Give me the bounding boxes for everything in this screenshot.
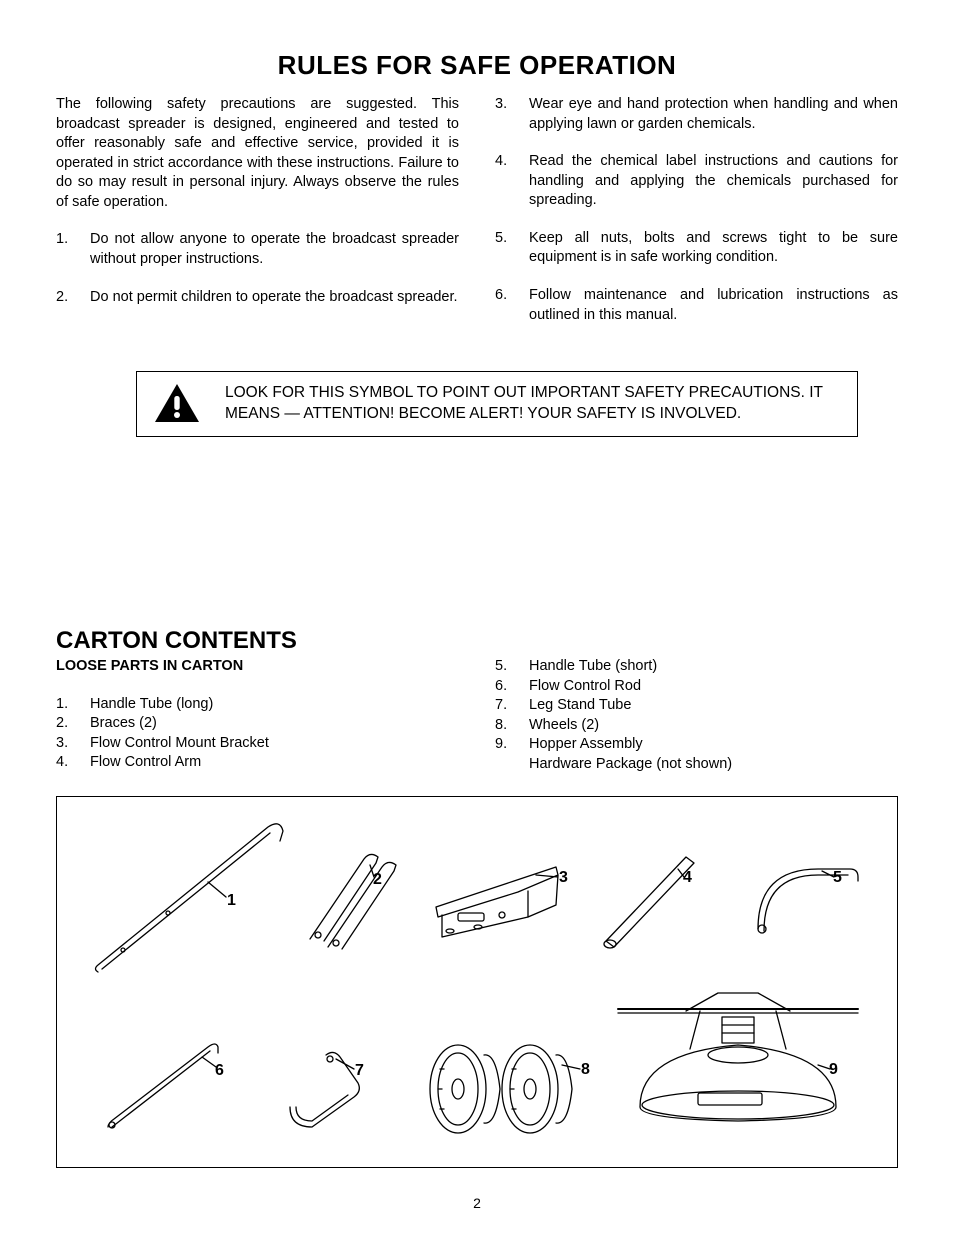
part-item: 8.Wheels (2) [495, 716, 898, 736]
carton-subtitle: LOOSE PARTS IN CARTON [56, 657, 459, 677]
part-item: Hardware Package (not shown) [495, 755, 898, 775]
rule-item: 6.Follow maintenance and lubrication ins… [495, 286, 898, 325]
part-3-icon [436, 867, 558, 937]
part-item-number: 9. [495, 735, 529, 755]
part-item-text: Hopper Assembly [529, 735, 643, 755]
diagram-label: 7 [355, 1062, 364, 1080]
diagram-label: 6 [215, 1062, 224, 1080]
rule-item: 2.Do not permit children to operate the … [56, 288, 459, 308]
diagram-label: 4 [683, 869, 692, 887]
rule-item-number: 1. [56, 230, 90, 269]
part-item: 5.Handle Tube (short) [495, 657, 898, 677]
rule-item-number: 5. [495, 229, 529, 268]
page-title: RULES FOR SAFE OPERATION [56, 50, 898, 81]
part-item-number [495, 755, 529, 775]
parts-col-left: LOOSE PARTS IN CARTON 1.Handle Tube (lon… [56, 657, 459, 774]
part-item-number: 8. [495, 716, 529, 736]
rule-item-number: 4. [495, 152, 529, 211]
rule-item-text: Do not permit children to operate the br… [90, 288, 459, 308]
rule-item: 4.Read the chemical label instructions a… [495, 152, 898, 211]
part-1-icon [96, 824, 284, 972]
part-item-text: Flow Control Mount Bracket [90, 734, 269, 754]
rule-item: 1.Do not allow anyone to operate the bro… [56, 230, 459, 269]
rule-item-text: Keep all nuts, bolts and screws tight to… [529, 229, 898, 268]
part-2-icon [310, 855, 396, 950]
rule-item: 5.Keep all nuts, bolts and screws tight … [495, 229, 898, 268]
part-item-number: 3. [56, 734, 90, 754]
part-item-number: 1. [56, 695, 90, 715]
diagram-label: 1 [227, 892, 236, 910]
part-item: 3.Flow Control Mount Bracket [56, 734, 459, 754]
part-item: 6.Flow Control Rod [495, 677, 898, 697]
part-9-icon [618, 993, 858, 1121]
parts-diagram: 1 2 3 4 5 6 7 8 9 [56, 796, 898, 1168]
page: RULES FOR SAFE OPERATION The following s… [0, 0, 954, 1235]
part-item-text: Flow Control Rod [529, 677, 641, 697]
part-item: 1.Handle Tube (long) [56, 695, 459, 715]
parts-col-right: 5.Handle Tube (short)6.Flow Control Rod7… [495, 657, 898, 774]
rule-item-text: Follow maintenance and lubrication instr… [529, 286, 898, 325]
part-item-number: 5. [495, 657, 529, 677]
rule-item-number: 6. [495, 286, 529, 325]
part-item-text: Handle Tube (short) [529, 657, 657, 677]
rules-columns: The following safety precautions are sug… [56, 95, 898, 343]
diagram-label: 8 [581, 1061, 590, 1079]
part-item-number: 2. [56, 714, 90, 734]
page-number: 2 [0, 1195, 954, 1211]
diagram-label: 2 [373, 871, 382, 889]
safety-callout: LOOK FOR THIS SYMBOL TO POINT OUT IMPORT… [136, 371, 858, 437]
diagram-label: 9 [829, 1061, 838, 1079]
rule-item: 3.Wear eye and hand protection when hand… [495, 95, 898, 134]
warning-triangle-icon [153, 382, 201, 426]
rules-col-right: 3.Wear eye and hand protection when hand… [495, 95, 898, 343]
part-item: 7.Leg Stand Tube [495, 696, 898, 716]
part-item-text: Handle Tube (long) [90, 695, 213, 715]
part-8-icon [430, 1045, 580, 1133]
rule-item-text: Do not allow anyone to operate the broad… [90, 230, 459, 269]
intro-paragraph: The following safety precautions are sug… [56, 95, 459, 212]
carton-section: CARTON CONTENTS LOOSE PARTS IN CARTON 1.… [56, 627, 898, 1168]
diagram-label: 5 [833, 869, 842, 887]
part-item: 4.Flow Control Arm [56, 753, 459, 773]
rule-item-text: Wear eye and hand protection when handli… [529, 95, 898, 134]
rule-item-number: 2. [56, 288, 90, 308]
part-item: 2.Braces (2) [56, 714, 459, 734]
diagram-label: 3 [559, 869, 568, 887]
rule-item-text: Read the chemical label instructions and… [529, 152, 898, 211]
rule-item-number: 3. [495, 95, 529, 134]
part-item-text: Flow Control Arm [90, 753, 201, 773]
part-7-icon [290, 1053, 359, 1128]
part-5-icon [758, 869, 858, 933]
part-item-text: Wheels (2) [529, 716, 599, 736]
parts-diagram-svg [57, 797, 897, 1167]
parts-columns: LOOSE PARTS IN CARTON 1.Handle Tube (lon… [56, 657, 898, 774]
part-item-number: 6. [495, 677, 529, 697]
part-item-number: 4. [56, 753, 90, 773]
part-item-text: Hardware Package (not shown) [529, 755, 732, 775]
part-item-text: Leg Stand Tube [529, 696, 631, 716]
part-item-text: Braces (2) [90, 714, 157, 734]
rules-col-left: The following safety precautions are sug… [56, 95, 459, 343]
carton-title: CARTON CONTENTS [56, 627, 898, 655]
part-item-number: 7. [495, 696, 529, 716]
part-4-icon [604, 857, 694, 948]
safety-text: LOOK FOR THIS SYMBOL TO POINT OUT IMPORT… [225, 383, 841, 425]
part-item: 9.Hopper Assembly [495, 735, 898, 755]
part-6-icon [108, 1044, 218, 1128]
